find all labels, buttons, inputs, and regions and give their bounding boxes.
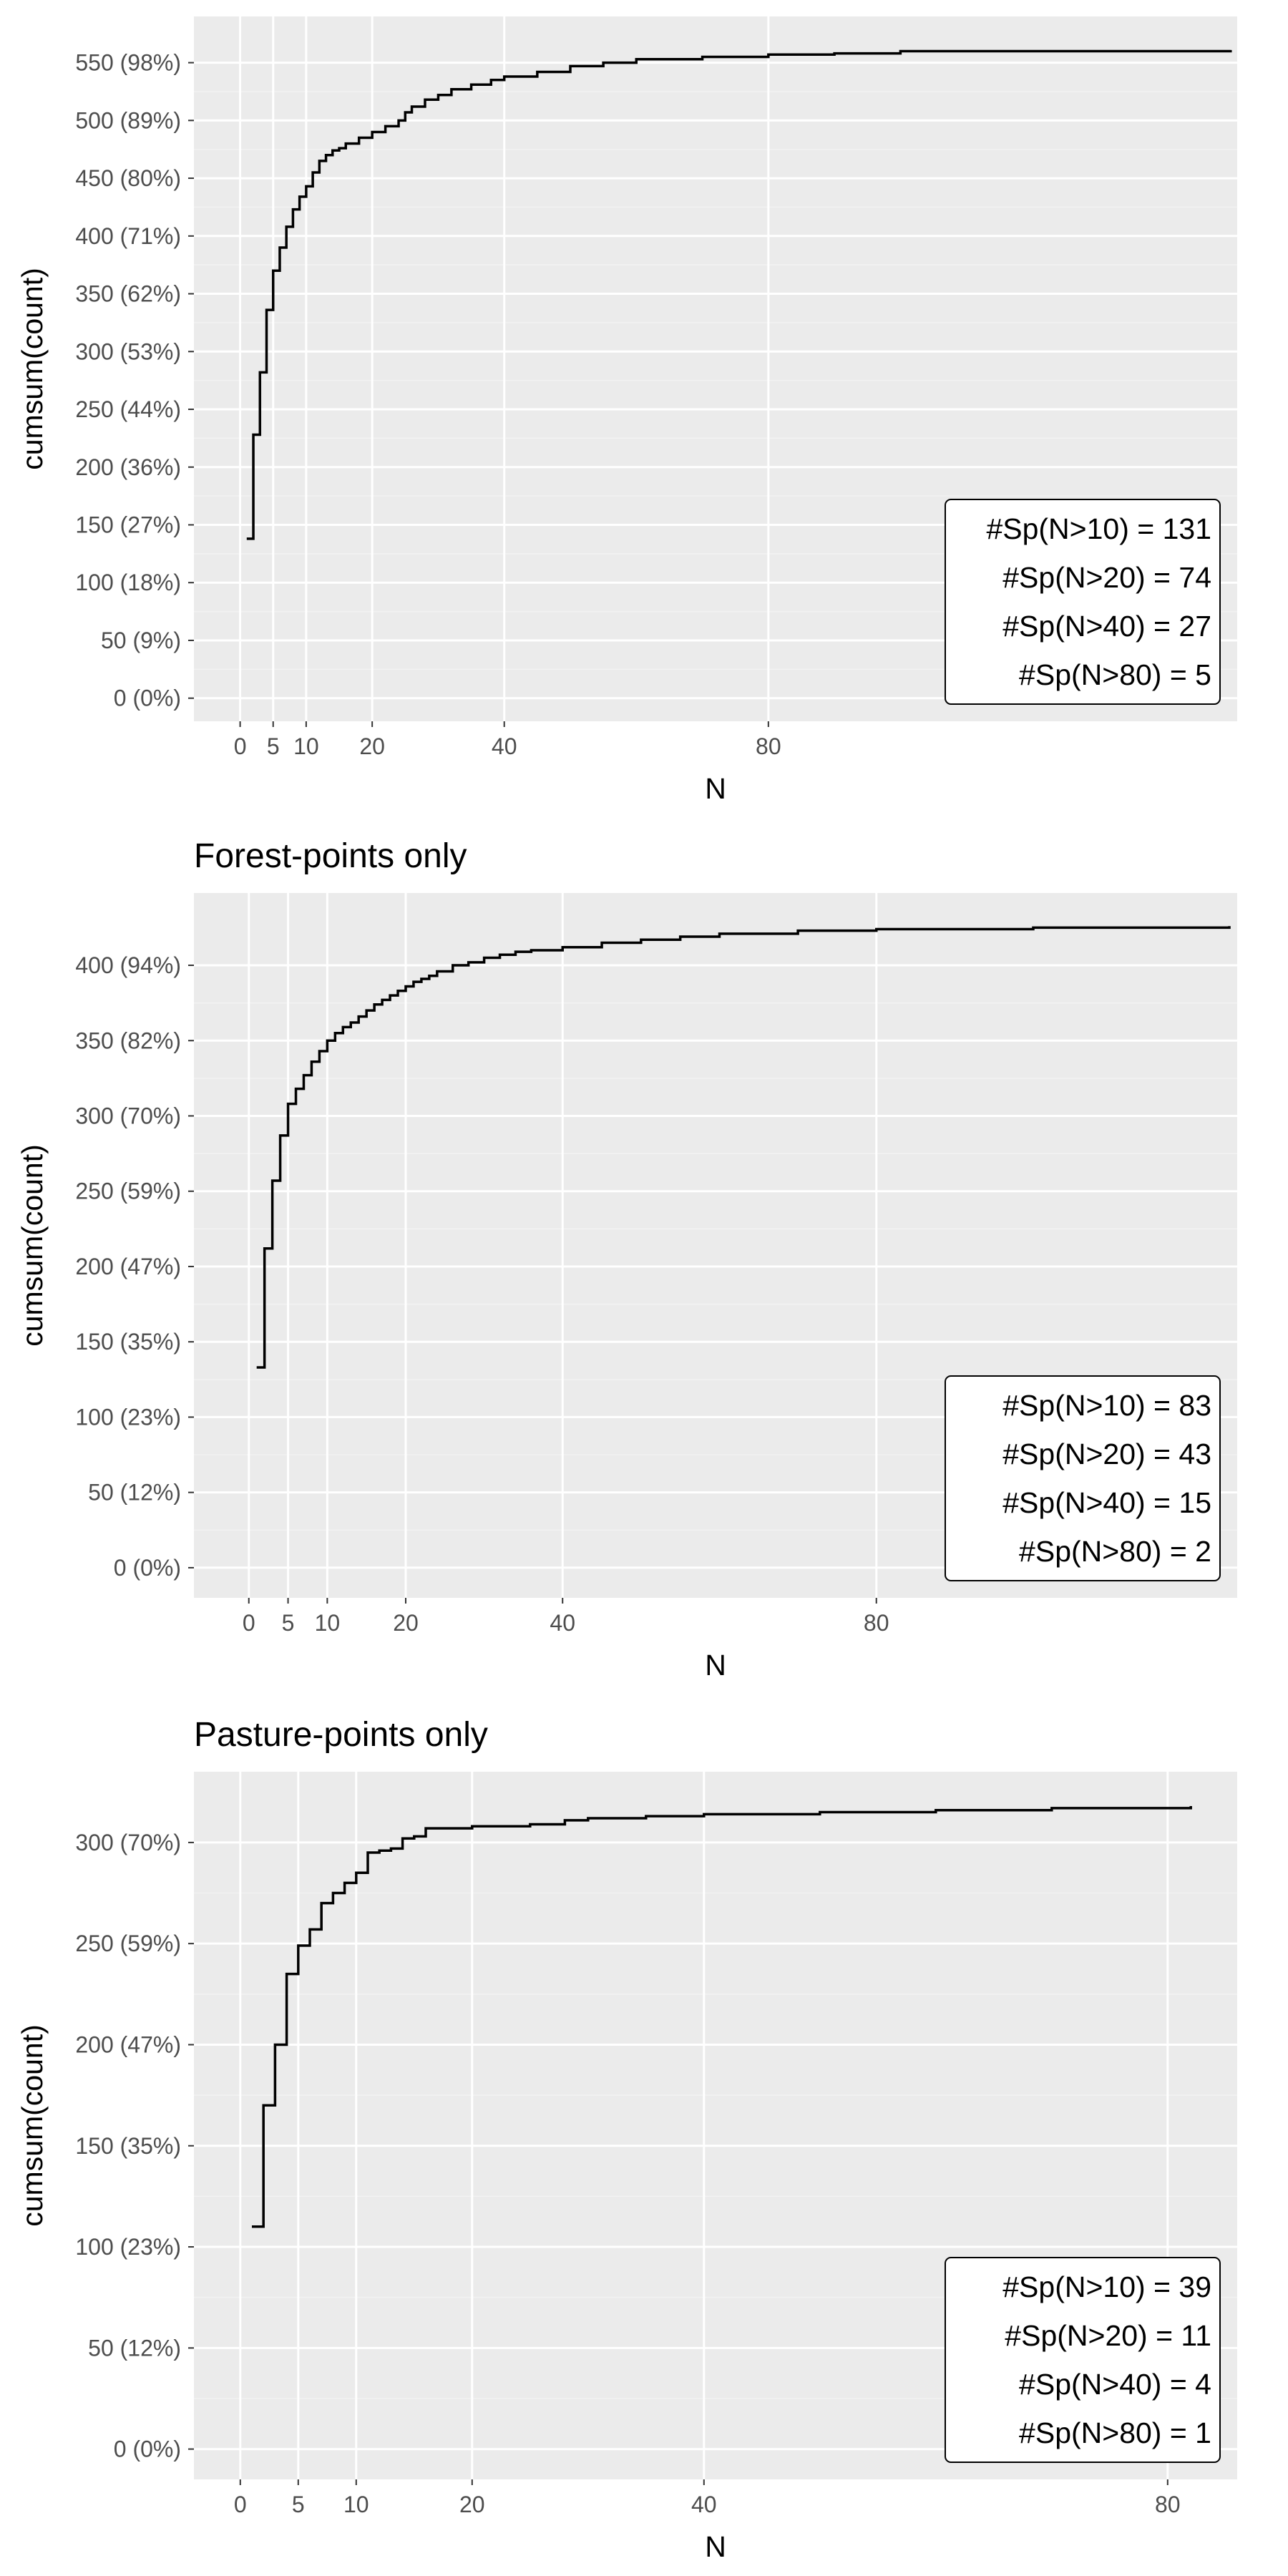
y-tick-label: 100 (23%) [75, 1404, 181, 1430]
x-tick-label: 40 [691, 2492, 717, 2517]
y-tick-label: 300 (53%) [75, 338, 181, 364]
chart-panel-1: 0 (0%) 50 (9%) 100 (18%) 150 (27%) 200 (36%)… [16, 16, 1237, 805]
x-tick-label: 10 [293, 733, 319, 759]
y-tick-label: 450 (80%) [75, 165, 181, 191]
y-tick-label: 300 (70%) [75, 1103, 181, 1128]
legend-box: #Sp(N>10) = 39 #Sp(N>20) = 11 #Sp(N>40) = … [945, 2257, 1221, 2463]
x-tick-label: 5 [267, 733, 280, 759]
legend-background [945, 499, 1221, 705]
legend-entry: #Sp(N>40) = 4 [1019, 2368, 1211, 2401]
y-tick-label: 0 (0%) [114, 686, 181, 711]
series-step-line [246, 49, 1232, 540]
y-tick-label: 400 (94%) [75, 952, 181, 978]
legend-entry: #Sp(N>20) = 74 [1002, 561, 1211, 594]
y-tick-label: 0 (0%) [114, 1555, 181, 1581]
y-tick-label: 100 (18%) [75, 570, 181, 595]
y-tick-label: 250 (59%) [75, 1179, 181, 1204]
y-tick-label: 50 (9%) [101, 628, 181, 653]
y-tick-label: 150 (35%) [75, 2133, 181, 2159]
x-tick-label: 10 [343, 2492, 369, 2517]
x-tick-label: 80 [864, 1610, 889, 1636]
y-axis-title: cumsum(count) [16, 2024, 49, 2227]
legend-entry: #Sp(N>40) = 27 [1002, 610, 1211, 643]
x-tick-label: 80 [1155, 2492, 1181, 2517]
legend-entry: #Sp(N>80) = 1 [1019, 2416, 1211, 2449]
legend-background [945, 1375, 1221, 1581]
legend-entry: #Sp(N>80) = 5 [1019, 658, 1211, 691]
chart-panel-3: 0 (0%) 50 (12%) 100 (23%) 150 (35%) 200 (47%… [16, 1716, 1237, 2563]
x-tick-label: 20 [459, 2492, 485, 2517]
x-tick-label: 40 [550, 1610, 575, 1636]
y-tick-label: 200 (47%) [75, 2031, 181, 2057]
chart-panel-2: 0 (0%) 50 (12%) 100 (23%) 150 (35%) 200 (47%… [16, 837, 1237, 1682]
y-tick-label: 350 (82%) [75, 1028, 181, 1053]
legend-entry: #Sp(N>10) = 83 [1002, 1389, 1211, 1422]
y-tick-label: 300 (70%) [75, 1830, 181, 1855]
y-tick-label: 50 (12%) [88, 2335, 181, 2361]
y-axis-title: cumsum(count) [16, 268, 49, 470]
legend-entry: #Sp(N>10) = 131 [986, 512, 1211, 545]
x-axis-title: N [705, 772, 726, 805]
legend-box: #Sp(N>10) = 131 #Sp(N>20) = 74 #Sp(N>40) =… [945, 499, 1221, 705]
x-tick-label: 80 [756, 733, 781, 759]
y-tick-label: 50 (12%) [88, 1480, 181, 1506]
legend-entry: #Sp(N>80) = 2 [1019, 1535, 1211, 1568]
x-axis-title: N [705, 1649, 726, 1682]
x-tick-label: 20 [359, 733, 385, 759]
y-tick-label: 0 (0%) [114, 2436, 181, 2462]
y-tick-label: 400 (71%) [75, 223, 181, 249]
x-tick-label: 0 [234, 733, 247, 759]
y-axis-title: cumsum(count) [16, 1144, 49, 1347]
legend-entry: #Sp(N>10) = 39 [1002, 2270, 1211, 2303]
x-tick-label: 20 [393, 1610, 419, 1636]
y-tick-label: 100 (23%) [75, 2234, 181, 2260]
chart-title: Forest-points only [194, 837, 467, 875]
legend-entry: #Sp(N>40) = 15 [1002, 1486, 1211, 1519]
series-step-line [256, 926, 1231, 1369]
y-tick-label: 250 (59%) [75, 1931, 181, 1956]
x-tick-label: 10 [315, 1610, 341, 1636]
x-tick-label: 5 [292, 2492, 305, 2517]
x-tick-label: 0 [243, 1610, 255, 1636]
x-tick-label: 40 [492, 733, 517, 759]
y-tick-label: 500 (89%) [75, 107, 181, 133]
y-tick-label: 550 (98%) [75, 50, 181, 76]
x-axis-title: N [705, 2530, 726, 2563]
x-tick-label: 0 [234, 2492, 247, 2517]
legend-background [945, 2257, 1221, 2463]
y-tick-label: 250 (44%) [75, 396, 181, 422]
y-tick-label: 150 (35%) [75, 1329, 181, 1355]
y-tick-label: 200 (47%) [75, 1254, 181, 1279]
x-tick-label: 5 [282, 1610, 295, 1636]
chart-title: Pasture-points only [194, 1716, 488, 1754]
legend-entry: #Sp(N>20) = 11 [1005, 2319, 1211, 2352]
y-tick-label: 150 (27%) [75, 512, 181, 537]
legend-entry: #Sp(N>20) = 43 [1002, 1438, 1211, 1470]
legend-box: #Sp(N>10) = 83 #Sp(N>20) = 43 #Sp(N>40) = … [945, 1375, 1221, 1581]
series-step-line [252, 1806, 1192, 2228]
y-tick-label: 200 (36%) [75, 454, 181, 480]
y-tick-label: 350 (62%) [75, 281, 181, 307]
